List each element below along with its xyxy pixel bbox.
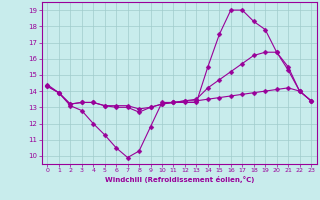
X-axis label: Windchill (Refroidissement éolien,°C): Windchill (Refroidissement éolien,°C): [105, 176, 254, 183]
